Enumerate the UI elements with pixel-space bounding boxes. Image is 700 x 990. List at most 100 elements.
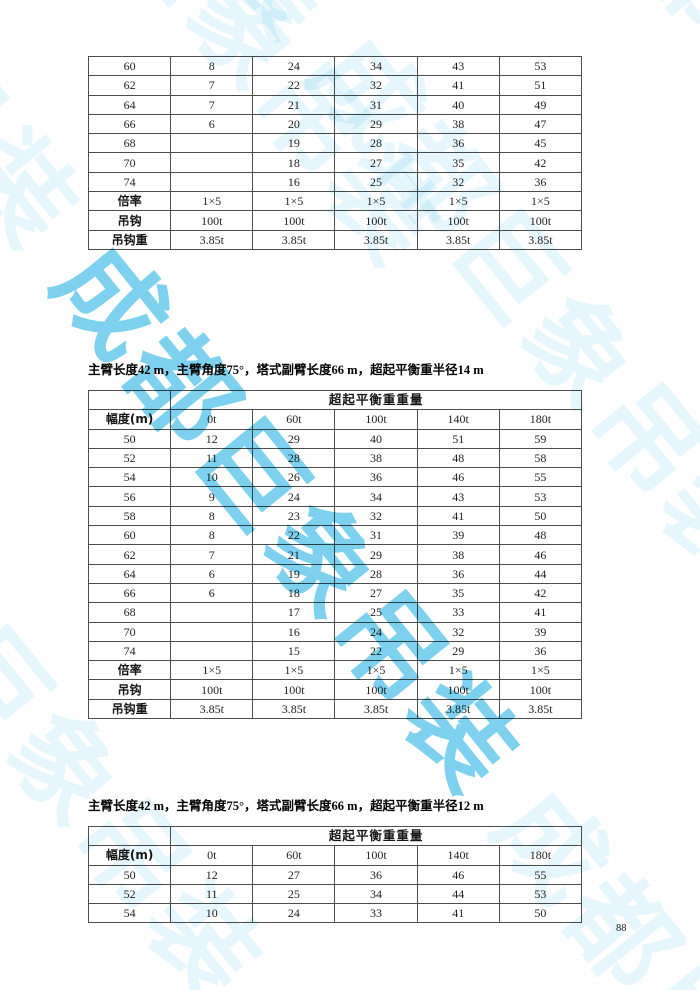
table-cell: 51 <box>498 75 583 96</box>
table-cell: 62 <box>87 75 172 96</box>
watermark-text: 成都巨象吊装 <box>0 0 104 272</box>
table-cell: 20 <box>252 113 336 135</box>
table-column-row: 幅度(m) 0t 60t 100t 140t 180t <box>87 845 583 866</box>
table-cell <box>170 152 254 173</box>
table-cell: 21 <box>252 544 336 565</box>
table-cell: 11 <box>170 447 254 469</box>
table-cell: 1×5 <box>334 660 418 681</box>
table-row: 70 16 24 32 39 <box>87 621 583 642</box>
table-cell: 29 <box>334 113 418 135</box>
table-cell: 42 <box>498 152 583 173</box>
section-heading-radius12: 主臂长度42 m，主臂角度75°，塔式副臂长度66 m，超起平衡重半径12 m <box>88 799 484 813</box>
table-cell: 3.85t <box>416 229 500 250</box>
table-cell: 60 <box>87 55 172 77</box>
column-header-cell: 100t <box>334 409 418 430</box>
table-cell: 1×5 <box>334 191 418 212</box>
table-cell: 46 <box>498 544 583 565</box>
table-cell: 59 <box>498 428 583 449</box>
table-cell: 100t <box>498 679 583 700</box>
table-cell: 吊钩重 <box>87 698 172 720</box>
table-cell: 33 <box>334 903 418 924</box>
table-cell: 12 <box>170 428 254 449</box>
table-cell: 31 <box>334 525 418 546</box>
table-cell: 39 <box>498 621 583 642</box>
table-cell: 18 <box>252 152 336 173</box>
table-cell: 43 <box>416 55 500 77</box>
table-cell: 吊钩重 <box>87 229 172 250</box>
table-cell: 64 <box>87 94 172 115</box>
table-cell: 29 <box>334 544 418 565</box>
table-cell: 68 <box>87 602 172 623</box>
table-cell: 34 <box>334 55 418 77</box>
table-cell: 6 <box>170 563 254 584</box>
table-cell: 100t <box>252 210 336 231</box>
column-header-cell: 180t <box>498 409 583 430</box>
table-cell: 3.85t <box>170 698 254 720</box>
table-cell: 12 <box>170 864 254 885</box>
table-cell: 3.85t <box>498 698 583 720</box>
table-cell: 倍率 <box>87 191 172 212</box>
table-cell: 100t <box>170 679 254 700</box>
table-cell: 32 <box>416 171 500 193</box>
table-row: 50 12 29 40 51 59 <box>87 428 583 449</box>
load-table-top: 60 8 24 34 43 53 62 7 22 32 41 51 64 7 21 31 40 49 66 6 20 29… <box>87 55 583 250</box>
table-cell: 53 <box>498 883 583 905</box>
table-cell: 1×5 <box>498 660 583 681</box>
table-cell: 33 <box>416 602 500 623</box>
table-cell: 45 <box>498 133 583 154</box>
table-cell: 25 <box>334 602 418 623</box>
table-row: 倍率 1×5 1×5 1×5 1×5 1×5 <box>87 191 583 212</box>
table-cell: 19 <box>252 563 336 584</box>
table-cell: 28 <box>334 133 418 154</box>
table-cell: 24 <box>252 55 336 77</box>
table-cell: 6 <box>170 582 254 604</box>
table-cell: 3.85t <box>252 229 336 250</box>
table-cell: 68 <box>87 133 172 154</box>
table-cell: 52 <box>87 883 172 905</box>
merged-header-cell: 超起平衡重重量 <box>170 825 582 847</box>
table-cell: 50 <box>87 428 172 449</box>
page-number: 88 <box>616 923 627 934</box>
table-cell: 42 <box>498 582 583 604</box>
table-cell: 36 <box>334 467 418 488</box>
table-cell: 32 <box>416 621 500 642</box>
table-cell: 49 <box>498 94 583 115</box>
table-cell: 50 <box>498 903 583 924</box>
table-cell: 1×5 <box>170 660 254 681</box>
table-cell: 36 <box>334 864 418 885</box>
table-cell: 28 <box>334 563 418 584</box>
table-cell: 56 <box>87 486 172 507</box>
table-row: 64 6 19 28 36 44 <box>87 563 583 584</box>
table-cell: 17 <box>252 602 336 623</box>
watermark-text: 成都巨象吊装 <box>213 975 700 990</box>
table-cell: 16 <box>252 621 336 642</box>
corner-cell <box>87 825 172 847</box>
table-cell: 16 <box>252 171 336 193</box>
table-cell: 吊钩 <box>87 679 172 700</box>
table-cell: 36 <box>498 640 583 662</box>
table-cell: 50 <box>498 505 583 527</box>
load-table-radius14: 超起平衡重重量 幅度(m) 0t 60t 100t 140t 180t 50 12 29 40 51 5… <box>87 389 583 720</box>
table-cell: 32 <box>334 75 418 96</box>
table-row: 52 11 25 34 44 53 <box>87 883 583 905</box>
table-cell: 54 <box>87 903 172 924</box>
table-cell: 8 <box>170 55 254 77</box>
table-cell: 34 <box>334 486 418 507</box>
table-cell <box>170 133 254 154</box>
table-cell: 100t <box>498 210 583 231</box>
table-cell: 36 <box>416 133 500 154</box>
table-cell: 8 <box>170 505 254 527</box>
table-row: 倍率 1×5 1×5 1×5 1×5 1×5 <box>87 660 583 681</box>
table-cell: 22 <box>334 640 418 662</box>
table-cell: 58 <box>87 505 172 527</box>
table-header-row: 超起平衡重重量 <box>87 825 582 847</box>
table-cell: 55 <box>498 467 583 488</box>
table-cell: 66 <box>87 113 172 135</box>
table-cell: 100t <box>334 679 418 700</box>
table-cell: 19 <box>252 133 336 154</box>
column-header-cell: 幅度(m) <box>87 409 172 430</box>
table-cell: 53 <box>498 486 583 507</box>
table-cell: 48 <box>498 525 583 546</box>
table-row: 68 17 25 33 41 <box>87 602 583 623</box>
